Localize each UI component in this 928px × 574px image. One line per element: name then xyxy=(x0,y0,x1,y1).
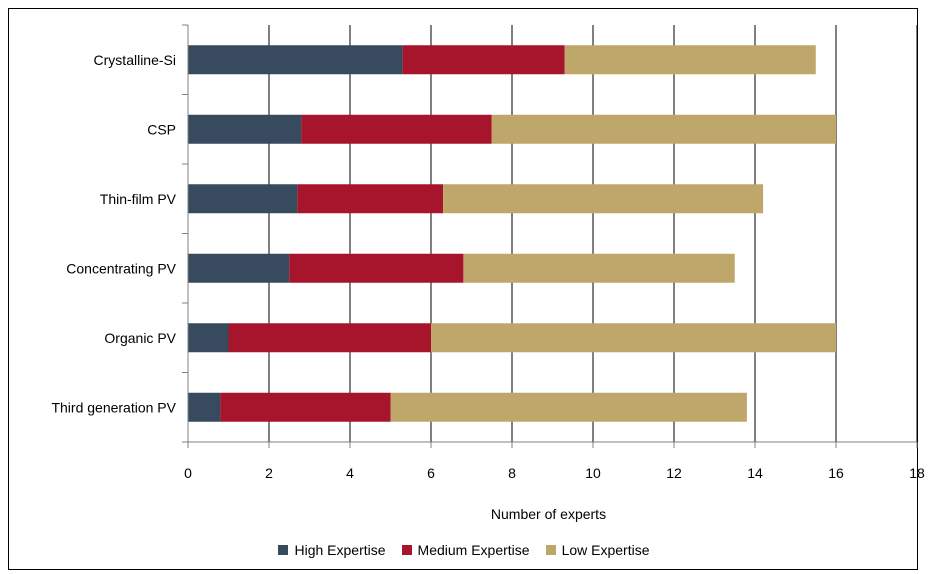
bar-segment xyxy=(188,323,229,353)
bar-segment xyxy=(301,114,492,144)
legend-swatch xyxy=(278,545,289,555)
bar-segment xyxy=(289,253,464,283)
axes xyxy=(182,24,918,448)
x-tick-label: 2 xyxy=(265,465,273,481)
bar-segment xyxy=(297,184,444,214)
x-tick-labels: 0 2 4 6 8 10 12 14 16 18 xyxy=(184,465,925,481)
bar-segment xyxy=(188,45,403,75)
legend-item: Medium Expertise xyxy=(401,542,530,558)
legend-swatch xyxy=(401,545,412,555)
bar-segment xyxy=(431,323,836,353)
legend-label: High Expertise xyxy=(294,542,386,558)
x-tick-label: 18 xyxy=(909,465,925,481)
category-label: CSP xyxy=(147,121,176,137)
legend-item: Low Expertise xyxy=(545,542,650,558)
bar-segment xyxy=(491,114,836,144)
bar-segment xyxy=(220,392,391,422)
chart-frame xyxy=(8,8,918,570)
x-tick-label: 8 xyxy=(508,465,516,481)
legend: High Expertise Medium Expertise Low Expert… xyxy=(0,542,928,558)
category-label: Organic PV xyxy=(104,330,176,346)
bar-segment xyxy=(188,253,290,283)
bar-segment xyxy=(463,253,735,283)
bar-segment xyxy=(390,392,747,422)
x-tick-label: 10 xyxy=(585,465,601,481)
bar-segment xyxy=(564,45,816,75)
bar-segment xyxy=(443,184,764,214)
category-label: Third generation PV xyxy=(51,399,176,415)
bars xyxy=(188,45,836,422)
category-label: Thin-film PV xyxy=(100,191,177,207)
category-labels: Crystalline-Si CSP Thin-film PV Concentrati… xyxy=(51,52,176,416)
category-label: Concentrating PV xyxy=(66,260,176,276)
x-axis-title: Number of experts xyxy=(491,506,606,522)
grid-lines xyxy=(268,25,918,442)
bar-segment xyxy=(402,45,565,75)
category-label: Crystalline-Si xyxy=(94,52,176,68)
bar-segment xyxy=(188,184,298,214)
bar-segment xyxy=(228,323,431,353)
x-tick-label: 16 xyxy=(828,465,844,481)
x-tick-label: 6 xyxy=(427,465,435,481)
x-tick-label: 12 xyxy=(666,465,682,481)
legend-label: Low Expertise xyxy=(561,542,650,558)
bar-segment xyxy=(188,392,221,422)
x-tick-label: 0 xyxy=(184,465,192,481)
bar-segment xyxy=(188,114,302,144)
x-tick-label: 14 xyxy=(747,465,763,481)
legend-swatch xyxy=(545,545,556,555)
legend-item: High Expertise xyxy=(278,542,386,558)
legend-label: Medium Expertise xyxy=(417,542,530,558)
x-tick-label: 4 xyxy=(346,465,354,481)
